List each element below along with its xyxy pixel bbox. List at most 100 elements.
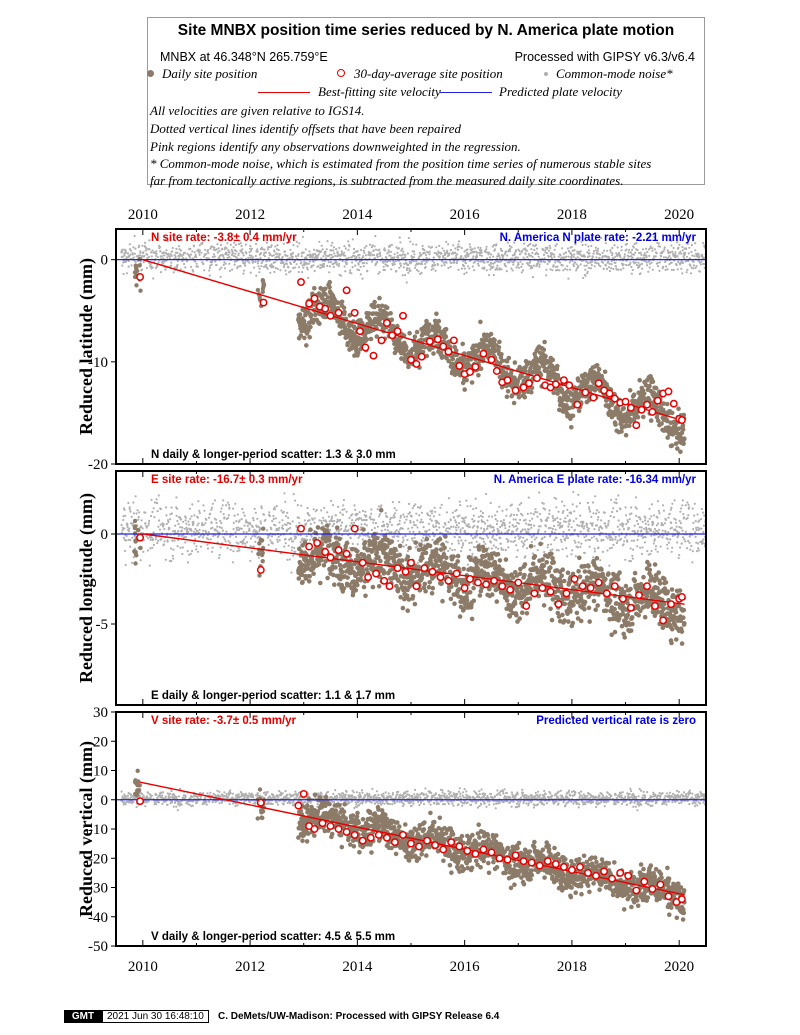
common-mode-point	[669, 257, 672, 260]
common-mode-point	[235, 256, 238, 259]
common-mode-point	[405, 518, 408, 521]
common-mode-point	[250, 247, 253, 250]
common-mode-point	[639, 263, 642, 266]
common-mode-point	[646, 250, 649, 254]
common-mode-point	[120, 523, 123, 527]
common-mode-point	[583, 255, 587, 258]
common-mode-point	[393, 516, 396, 519]
common-mode-point	[333, 519, 336, 523]
common-mode-point	[335, 261, 338, 264]
common-mode-point	[560, 540, 563, 544]
common-mode-point	[305, 522, 308, 525]
common-mode-point	[238, 519, 241, 522]
common-mode-point	[272, 517, 275, 521]
common-mode-point	[611, 531, 615, 534]
common-mode-point	[248, 251, 251, 254]
common-mode-point	[281, 255, 284, 258]
common-mode-point	[152, 538, 155, 541]
common-mode-point	[573, 539, 576, 542]
common-mode-point	[188, 553, 191, 556]
common-mode-point	[616, 539, 619, 542]
common-mode-point	[253, 266, 256, 269]
common-mode-point	[637, 261, 640, 264]
common-mode-point	[394, 512, 397, 515]
common-mode-point	[549, 549, 552, 552]
common-mode-point	[693, 255, 696, 258]
common-mode-point	[362, 255, 365, 258]
common-mode-point	[457, 240, 461, 243]
common-mode-point	[617, 494, 620, 497]
common-mode-point	[574, 555, 578, 558]
common-mode-point	[595, 256, 598, 259]
common-mode-point	[645, 256, 648, 259]
common-mode-point	[181, 552, 184, 556]
common-mode-point	[507, 539, 510, 542]
common-mode-point	[582, 527, 585, 530]
common-mode-point	[202, 504, 205, 507]
common-mode-point	[688, 246, 691, 249]
common-mode-point	[528, 254, 531, 257]
common-mode-point	[384, 249, 387, 252]
common-mode-point	[260, 246, 263, 249]
common-mode-point	[189, 517, 192, 520]
common-mode-point	[519, 518, 522, 522]
common-mode-point	[409, 269, 412, 272]
common-mode-point	[406, 550, 409, 553]
common-mode-point	[552, 517, 555, 520]
common-mode-point	[618, 534, 621, 537]
common-mode-point	[371, 253, 374, 256]
common-mode-point	[253, 507, 256, 510]
common-mode-point	[146, 253, 149, 256]
common-mode-point	[349, 524, 352, 527]
common-mode-point	[474, 536, 477, 539]
daily-point	[680, 427, 686, 432]
common-mode-point	[547, 255, 550, 258]
common-mode-point	[444, 529, 448, 532]
common-mode-point	[506, 254, 509, 257]
common-mode-point	[279, 269, 282, 272]
common-mode-point	[272, 265, 275, 268]
common-mode-point	[178, 248, 181, 251]
common-mode-point	[504, 548, 507, 552]
common-mode-point	[523, 539, 527, 543]
common-mode-point	[277, 529, 280, 532]
common-mode-point	[449, 547, 452, 550]
common-mode-point	[164, 506, 168, 509]
avg30-point	[626, 403, 635, 412]
common-mode-point	[186, 252, 189, 255]
common-mode-point	[177, 538, 180, 542]
common-mode-point	[396, 254, 399, 258]
common-mode-point	[585, 523, 589, 526]
common-mode-point	[638, 265, 641, 268]
processing-info: Processed with GIPSY v6.3/v6.4	[514, 50, 695, 64]
common-mode-point	[218, 531, 221, 534]
common-mode-point	[471, 526, 474, 529]
common-mode-point	[129, 538, 132, 542]
daily-point	[422, 344, 428, 350]
common-mode-point	[487, 547, 490, 550]
common-mode-point	[500, 548, 503, 551]
common-mode-point	[520, 265, 523, 268]
common-mode-point	[220, 526, 223, 530]
common-mode-point	[354, 264, 357, 267]
common-mode-point	[631, 557, 634, 560]
common-mode-point	[588, 506, 591, 509]
common-mode-point	[268, 251, 271, 254]
common-mode-point	[627, 255, 631, 258]
daily-point	[341, 305, 347, 311]
top-x-tick-label: 2020	[664, 207, 694, 223]
common-mode-point	[359, 248, 363, 252]
common-mode-point	[266, 248, 269, 251]
common-mode-point	[525, 249, 529, 252]
common-mode-point	[348, 245, 351, 248]
common-mode-point	[123, 508, 126, 511]
common-mode-point	[424, 262, 427, 265]
daily-point	[669, 410, 675, 416]
common-mode-point	[481, 511, 484, 515]
common-mode-point	[630, 265, 633, 269]
common-mode-point	[463, 517, 466, 520]
common-mode-point	[591, 260, 594, 263]
common-mode-point	[569, 534, 572, 537]
common-mode-point	[285, 523, 288, 527]
daily-point	[655, 418, 661, 424]
